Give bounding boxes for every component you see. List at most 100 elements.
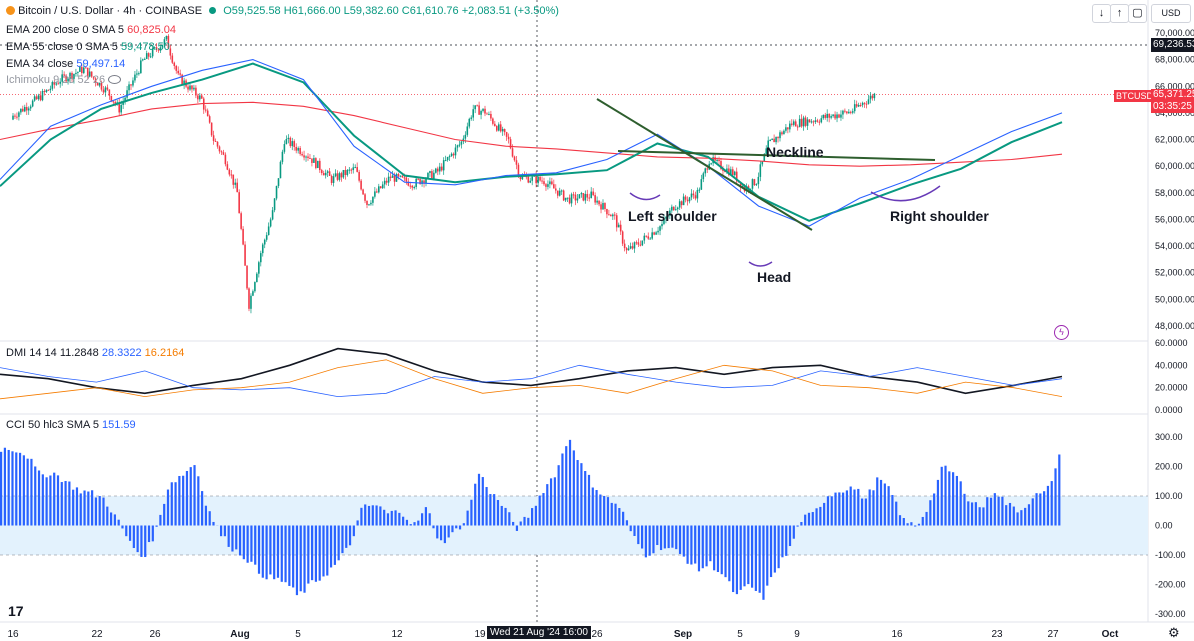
dmi-legend[interactable]: DMI 14 14 11.2848 28.3322 16.2164 [6, 347, 184, 359]
ema200-line [0, 102, 1062, 166]
maximize-button[interactable]: ▢ [1128, 4, 1147, 23]
cci-bar [349, 526, 351, 546]
candle-body [840, 115, 842, 118]
cci-bar [690, 526, 692, 565]
cci-bar [929, 500, 931, 525]
cci-bar [118, 520, 120, 526]
cci-bar [436, 526, 438, 539]
cci-bar [736, 526, 738, 595]
candle-body [103, 90, 105, 93]
candle-body [565, 198, 567, 201]
time-tick-label: Aug [230, 629, 249, 640]
candle-body [50, 89, 52, 90]
cci-bar [375, 505, 377, 525]
cci-bar [694, 526, 696, 564]
candle-body [455, 148, 457, 156]
arrow-up-button[interactable]: ↑ [1110, 4, 1129, 23]
candle-body [836, 114, 838, 118]
candle-body [36, 96, 38, 99]
candle-body [28, 108, 30, 110]
cci-bar [986, 497, 988, 525]
cci-bar [861, 499, 863, 526]
candle-body [390, 177, 392, 178]
cci-bar [1028, 504, 1030, 525]
candle-body [402, 176, 404, 178]
neckline-label: Neckline [766, 144, 824, 160]
cci-bar [156, 526, 158, 527]
cci-tick-label: -100.00 [1155, 550, 1186, 560]
cci-bar [561, 453, 563, 525]
cci-bar [106, 507, 108, 526]
currency-button[interactable]: USD [1151, 4, 1191, 23]
indicator-ichimoku[interactable]: Ichimoku 9 26 52 26 [6, 74, 121, 86]
eye-hidden-icon[interactable] [108, 75, 121, 84]
cci-bar [952, 472, 954, 525]
cci-tick-label: 300.00 [1155, 432, 1183, 442]
cci-bar [455, 526, 457, 529]
candle-body [465, 135, 467, 139]
candle-body [209, 116, 211, 122]
candle-body [514, 157, 516, 161]
cci-bar [193, 465, 195, 525]
cci-bar [250, 526, 252, 562]
cci-bar [778, 526, 780, 569]
candle-body [189, 86, 191, 90]
cci-bar [201, 491, 203, 525]
candle-body [286, 139, 288, 144]
cci-bar [190, 467, 192, 525]
gear-icon[interactable]: ⚙ [1168, 625, 1180, 641]
candle-body [305, 157, 307, 158]
candle-body [636, 242, 638, 243]
candle-body [614, 215, 616, 216]
candle-body [297, 148, 299, 151]
cci-bar [933, 493, 935, 525]
time-tick-label: 9 [794, 629, 800, 640]
candle-body [362, 189, 364, 194]
cci-bar [789, 526, 791, 547]
candle-body [541, 181, 543, 182]
cci-bar [967, 501, 969, 525]
indicator-ema200[interactable]: EMA 200 close 0 SMA 5 60,825.04 [6, 24, 176, 36]
cci-legend[interactable]: CCI 50 hlc3 SMA 5 151.59 [6, 419, 136, 431]
candle-body [872, 96, 874, 99]
cci-bar [512, 522, 514, 526]
cci-bar [785, 526, 787, 556]
cci-bar [159, 515, 161, 526]
candle-body [246, 266, 248, 289]
price-tick-label: 56,000.00 [1155, 214, 1194, 224]
cci-bar [288, 526, 290, 586]
cci-bar [76, 487, 78, 525]
candle-body [331, 176, 333, 183]
cci-bar [277, 526, 279, 578]
arrow-down-button[interactable]: ↓ [1092, 4, 1111, 23]
candle-body [173, 63, 175, 66]
candle-body [130, 84, 132, 85]
cci-bar [163, 504, 165, 526]
cci-bar [573, 450, 575, 525]
candle-body [323, 173, 325, 175]
indicator-ema55[interactable]: EMA 55 close 0 SMA 5 59,478.50 [6, 41, 170, 53]
cci-bar [554, 477, 556, 525]
candle-body [175, 66, 177, 71]
cci-bar [258, 526, 260, 574]
cci-bar [345, 526, 347, 548]
cci-bar [641, 526, 643, 549]
candle-body [352, 167, 354, 170]
candle-body [779, 132, 781, 138]
cci-bar [766, 526, 768, 586]
lightning-icon[interactable]: ϟ [1054, 325, 1069, 340]
candle-body [655, 232, 657, 234]
candle-body [484, 109, 486, 114]
candle-body [758, 177, 760, 184]
candle-body [799, 119, 801, 127]
cci-bar [379, 506, 381, 525]
cci-bar [743, 526, 745, 587]
cci-bar [683, 526, 685, 557]
cci-bar [38, 471, 40, 526]
indicator-ema34[interactable]: EMA 34 close 59,497.14 [6, 58, 125, 70]
cci-bar [960, 481, 962, 525]
candle-body [370, 203, 372, 204]
candle-body [34, 96, 36, 100]
cci-bar [30, 459, 32, 526]
